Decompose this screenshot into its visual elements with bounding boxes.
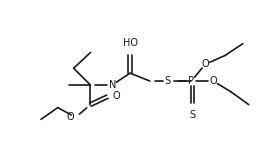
Text: HO: HO — [123, 38, 138, 48]
Text: N: N — [109, 80, 116, 90]
Text: O: O — [112, 91, 120, 101]
Text: S: S — [164, 76, 171, 86]
Text: P: P — [189, 76, 194, 86]
Text: O: O — [67, 112, 74, 122]
Text: O: O — [201, 59, 209, 69]
Text: O: O — [209, 76, 217, 86]
Text: S: S — [189, 110, 195, 119]
